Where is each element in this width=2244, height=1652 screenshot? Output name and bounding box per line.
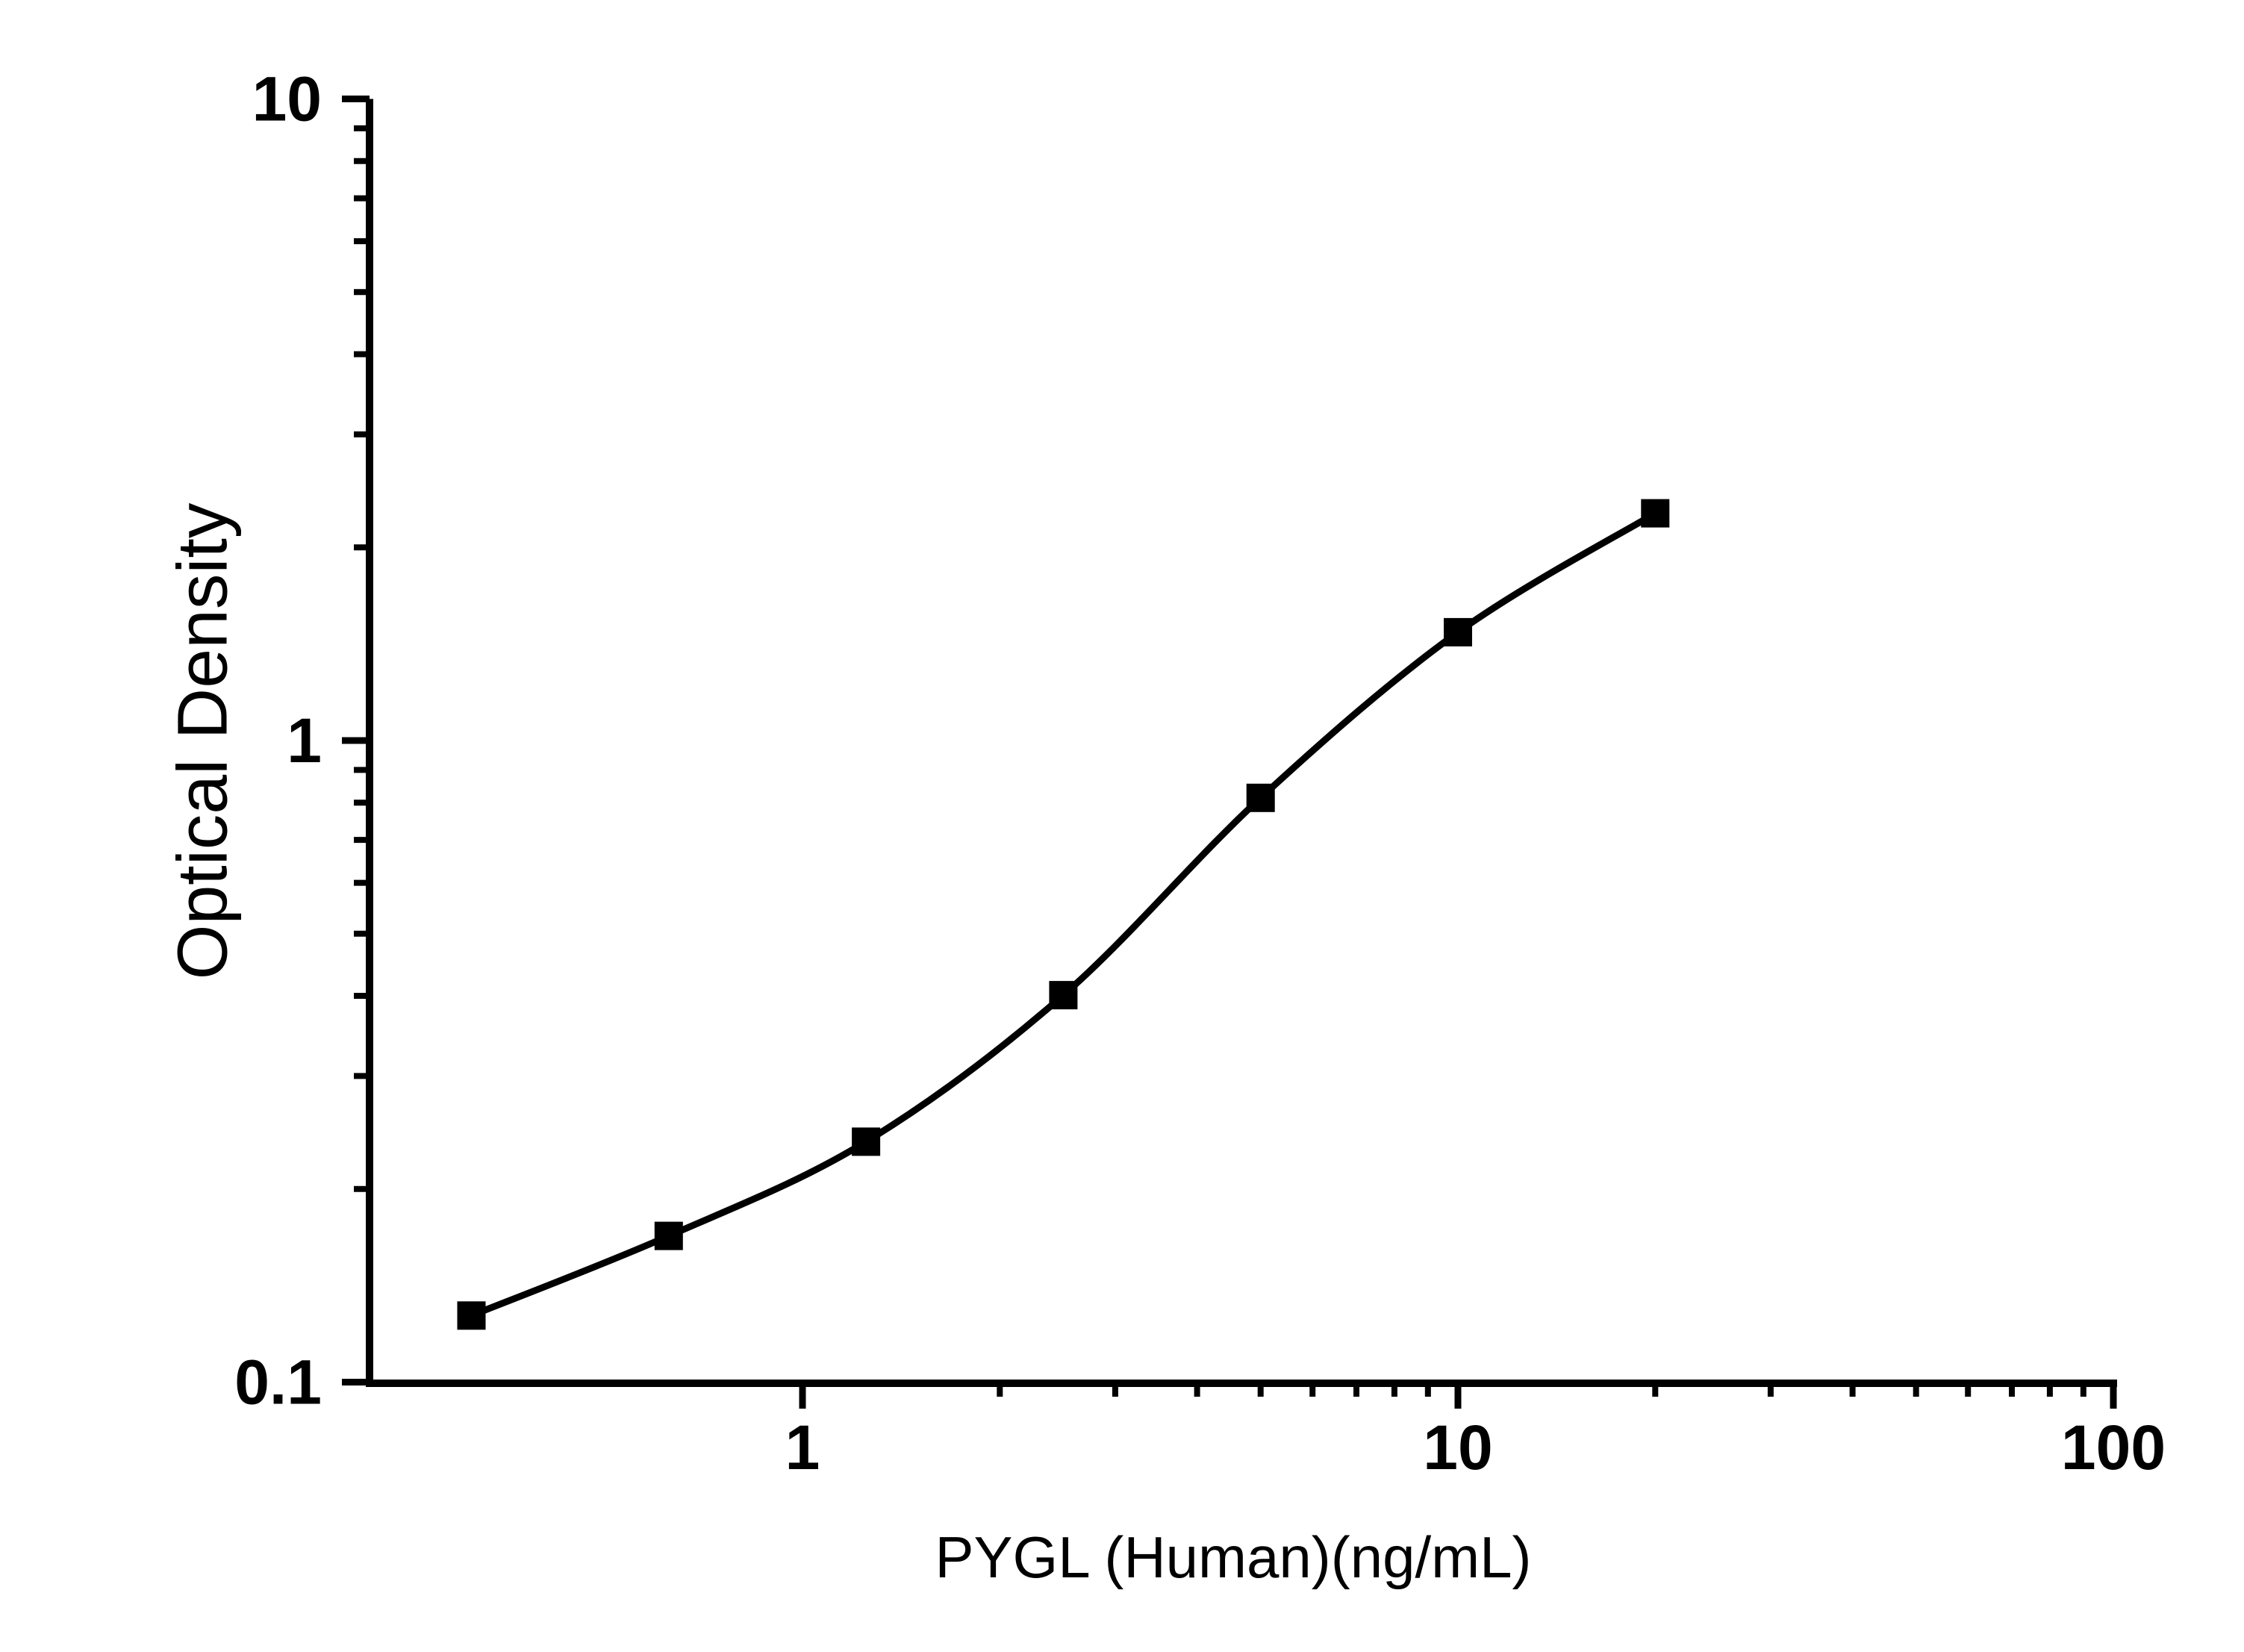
data-point-marker: [457, 1301, 486, 1330]
axes: [366, 99, 2117, 1387]
axis-ticks: [342, 96, 2117, 1409]
y-tick-label: 0.1: [234, 1347, 322, 1418]
y-tick-label: 1: [287, 705, 322, 776]
data-point-marker: [1049, 981, 1078, 1010]
data-point-marker: [852, 1127, 881, 1156]
x-tick-label: 1: [785, 1412, 820, 1483]
data-point-marker: [1444, 617, 1472, 646]
data-point-markers: [457, 499, 1670, 1330]
y-tick-label: 10: [252, 64, 322, 134]
data-point-marker: [654, 1221, 683, 1250]
y-axis-title: Optical Density: [163, 502, 242, 979]
x-axis-title: PYGL (Human)(ng/mL): [935, 1524, 1531, 1590]
data-point-marker: [1641, 499, 1670, 528]
x-tick-label: 100: [2061, 1412, 2166, 1483]
fit-curve: [470, 510, 1657, 1319]
data-point-marker: [1246, 783, 1275, 812]
x-tick-label: 10: [1423, 1412, 1492, 1483]
tick-labels: 0.1 1 10 1 10 100: [234, 64, 2166, 1483]
